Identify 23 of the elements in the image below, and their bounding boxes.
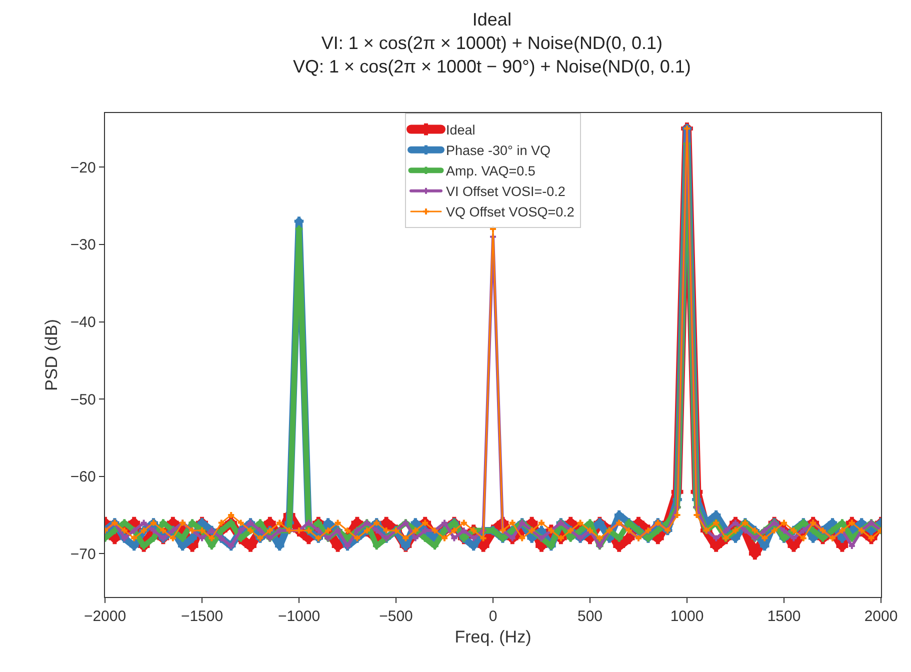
legend-label: VQ Offset VOSQ=0.2 bbox=[446, 204, 574, 220]
x-tick-label: 2000 bbox=[864, 608, 898, 626]
legend-label: Amp. VAQ=0.5 bbox=[446, 164, 536, 179]
y-tick-label: −70 bbox=[70, 546, 96, 563]
y-tick-label: −40 bbox=[70, 314, 96, 331]
x-tick-label: 500 bbox=[577, 608, 603, 626]
x-tick-label: −2000 bbox=[84, 608, 126, 626]
x-tick-label: 1000 bbox=[670, 608, 704, 626]
x-tick-label: −1000 bbox=[278, 608, 320, 626]
legend-label: VI Offset VOSI=-0.2 bbox=[446, 184, 566, 200]
y-tick-label: −60 bbox=[70, 468, 96, 486]
chart-title: Ideal VI: 1 × cos(2π × 1000t) + Noise(ND(0, 0.1) VQ: 1 × cos(2π × 1000t − 90°) + Noise(ND(0, 0.1) bbox=[293, 10, 691, 76]
x-tick-label: 1500 bbox=[767, 608, 801, 626]
y-tick-label: −20 bbox=[70, 159, 96, 176]
y-tick-label: −50 bbox=[70, 391, 96, 408]
x-tick-label: −1500 bbox=[180, 608, 224, 626]
legend-label: Ideal bbox=[446, 122, 476, 138]
legend-label: Phase -30° in VQ bbox=[446, 143, 550, 158]
x-axis-title: Freq. (Hz) bbox=[454, 628, 532, 646]
y-tick-label: −30 bbox=[70, 236, 96, 254]
y-axis-title: PSD (dB) bbox=[42, 319, 61, 391]
x-tick-label: 0 bbox=[488, 608, 498, 626]
x-tick-label: −500 bbox=[379, 608, 413, 626]
